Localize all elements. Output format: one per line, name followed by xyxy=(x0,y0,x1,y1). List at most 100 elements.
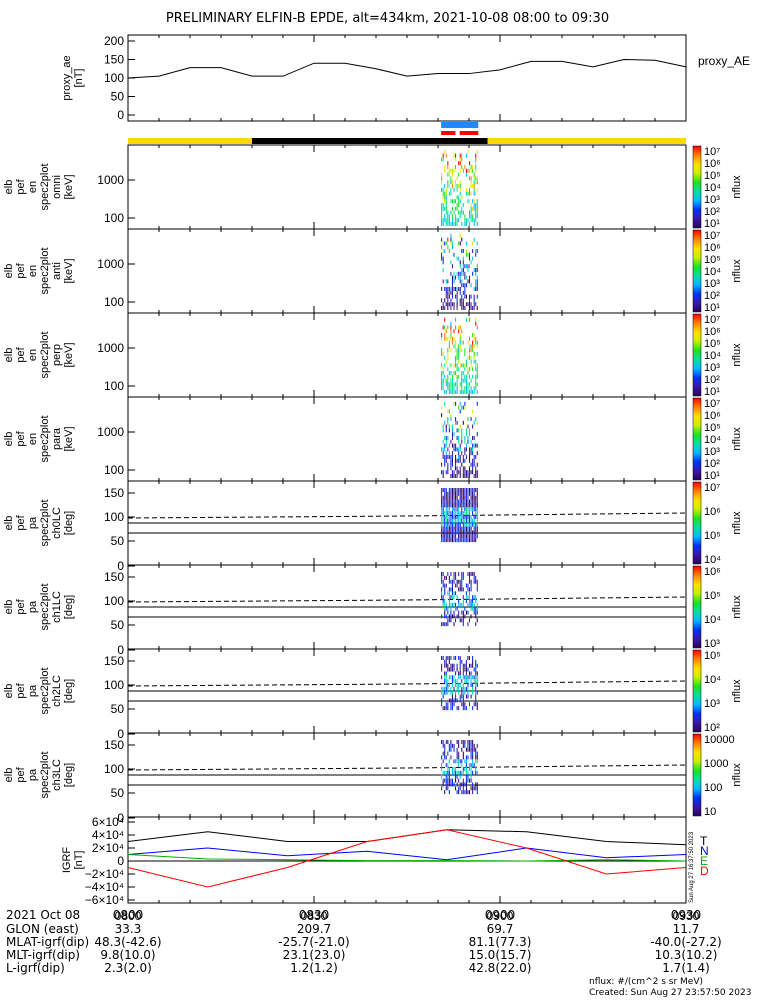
flux-cell xyxy=(446,287,447,291)
flux-cell xyxy=(452,492,453,496)
flux-cell xyxy=(449,748,450,752)
flux-cell xyxy=(463,455,464,459)
flux-cell xyxy=(444,664,445,668)
flux-cell xyxy=(449,595,450,599)
colorbar-tick-label: 100 xyxy=(704,782,722,794)
flux-cell xyxy=(460,500,461,504)
flux-cell xyxy=(452,496,453,500)
flux-cell xyxy=(471,775,472,779)
colorbar-label: nflux xyxy=(731,343,743,367)
flux-cell xyxy=(472,241,473,245)
flux-cell xyxy=(446,786,447,790)
flux-cell xyxy=(457,584,458,588)
flux-cell xyxy=(446,584,447,588)
flux-cell xyxy=(475,272,476,276)
flux-cell xyxy=(466,447,467,451)
flux-cell xyxy=(472,530,473,534)
flux-cell xyxy=(463,211,464,215)
flux-cell xyxy=(477,492,478,496)
flux-cell xyxy=(477,367,478,371)
flux-cell xyxy=(467,790,468,794)
flux-cell xyxy=(469,538,470,542)
flux-cell xyxy=(455,390,456,394)
flux-cell xyxy=(466,188,467,192)
flux-cell xyxy=(454,572,455,576)
flux-cell xyxy=(475,207,476,211)
flux-cell xyxy=(469,214,470,218)
flux-cell xyxy=(441,413,442,417)
flux-cell xyxy=(446,488,447,492)
flux-cell xyxy=(446,775,447,779)
flux-cell xyxy=(454,390,455,394)
y-axis-label: en xyxy=(27,349,39,361)
y-axis-label: pef xyxy=(15,178,27,194)
flux-cell xyxy=(454,759,455,763)
flux-cell xyxy=(474,337,475,341)
flux-cell xyxy=(452,218,453,222)
colorbar-tick-label: 10 xyxy=(704,806,716,818)
colorbar-tick-label: 10⁷ xyxy=(704,482,720,494)
flux-cell xyxy=(455,356,456,360)
flux-cell xyxy=(455,207,456,211)
flux-cell xyxy=(446,455,447,459)
flux-cell xyxy=(464,740,465,744)
flux-cell xyxy=(474,238,475,242)
flux-cell xyxy=(457,496,458,500)
flux-cell xyxy=(463,503,464,507)
flux-cell xyxy=(444,363,445,367)
flux-cell xyxy=(444,390,445,394)
flux-cell xyxy=(464,503,465,507)
flux-cell xyxy=(461,660,462,664)
flux-cell xyxy=(471,386,472,390)
flux-cell xyxy=(454,523,455,527)
flux-cell xyxy=(474,576,475,580)
colorbar-tick-label: 10⁵ xyxy=(704,530,721,542)
flux-cell xyxy=(460,455,461,459)
flux-cell xyxy=(450,169,451,173)
flux-cell xyxy=(474,607,475,611)
flux-cell xyxy=(458,755,459,759)
flux-cell xyxy=(458,195,459,199)
flux-cell xyxy=(449,527,450,531)
flux-cell xyxy=(472,500,473,504)
flux-cell xyxy=(477,611,478,615)
flux-cell xyxy=(447,382,448,386)
flux-cell xyxy=(461,580,462,584)
flux-cell xyxy=(474,218,475,222)
flux-cell xyxy=(458,287,459,291)
flux-cell xyxy=(450,180,451,184)
flux-cell xyxy=(461,406,462,410)
flux-cell xyxy=(471,503,472,507)
y-tick-label: 1000 xyxy=(97,173,124,187)
flux-cell xyxy=(477,503,478,507)
flux-cell xyxy=(449,698,450,702)
flux-cell xyxy=(464,538,465,542)
flux-cell xyxy=(457,527,458,531)
flux-cell xyxy=(452,276,453,280)
flux-cell xyxy=(469,595,470,599)
flux-cell xyxy=(466,534,467,538)
flux-cell xyxy=(449,386,450,390)
flux-cell xyxy=(447,503,448,507)
flux-cell xyxy=(444,790,445,794)
flux-cell xyxy=(452,503,453,507)
flux-cell xyxy=(449,287,450,291)
flux-cell xyxy=(452,379,453,383)
flux-cell xyxy=(477,188,478,192)
flux-cell xyxy=(457,298,458,302)
flux-cell xyxy=(460,603,461,607)
flux-cell xyxy=(466,474,467,478)
flux-cell xyxy=(463,664,464,668)
flux-cell xyxy=(457,382,458,386)
y-axis-label: spec2plot xyxy=(39,667,51,714)
flux-cell xyxy=(477,618,478,622)
flux-cell xyxy=(477,344,478,348)
flux-cell xyxy=(464,218,465,222)
flux-cell xyxy=(469,576,470,580)
flux-cell xyxy=(455,683,456,687)
flux-cell xyxy=(475,580,476,584)
flux-cell xyxy=(444,706,445,710)
flux-cell xyxy=(467,748,468,752)
flux-cell xyxy=(443,507,444,511)
flux-cell xyxy=(464,782,465,786)
